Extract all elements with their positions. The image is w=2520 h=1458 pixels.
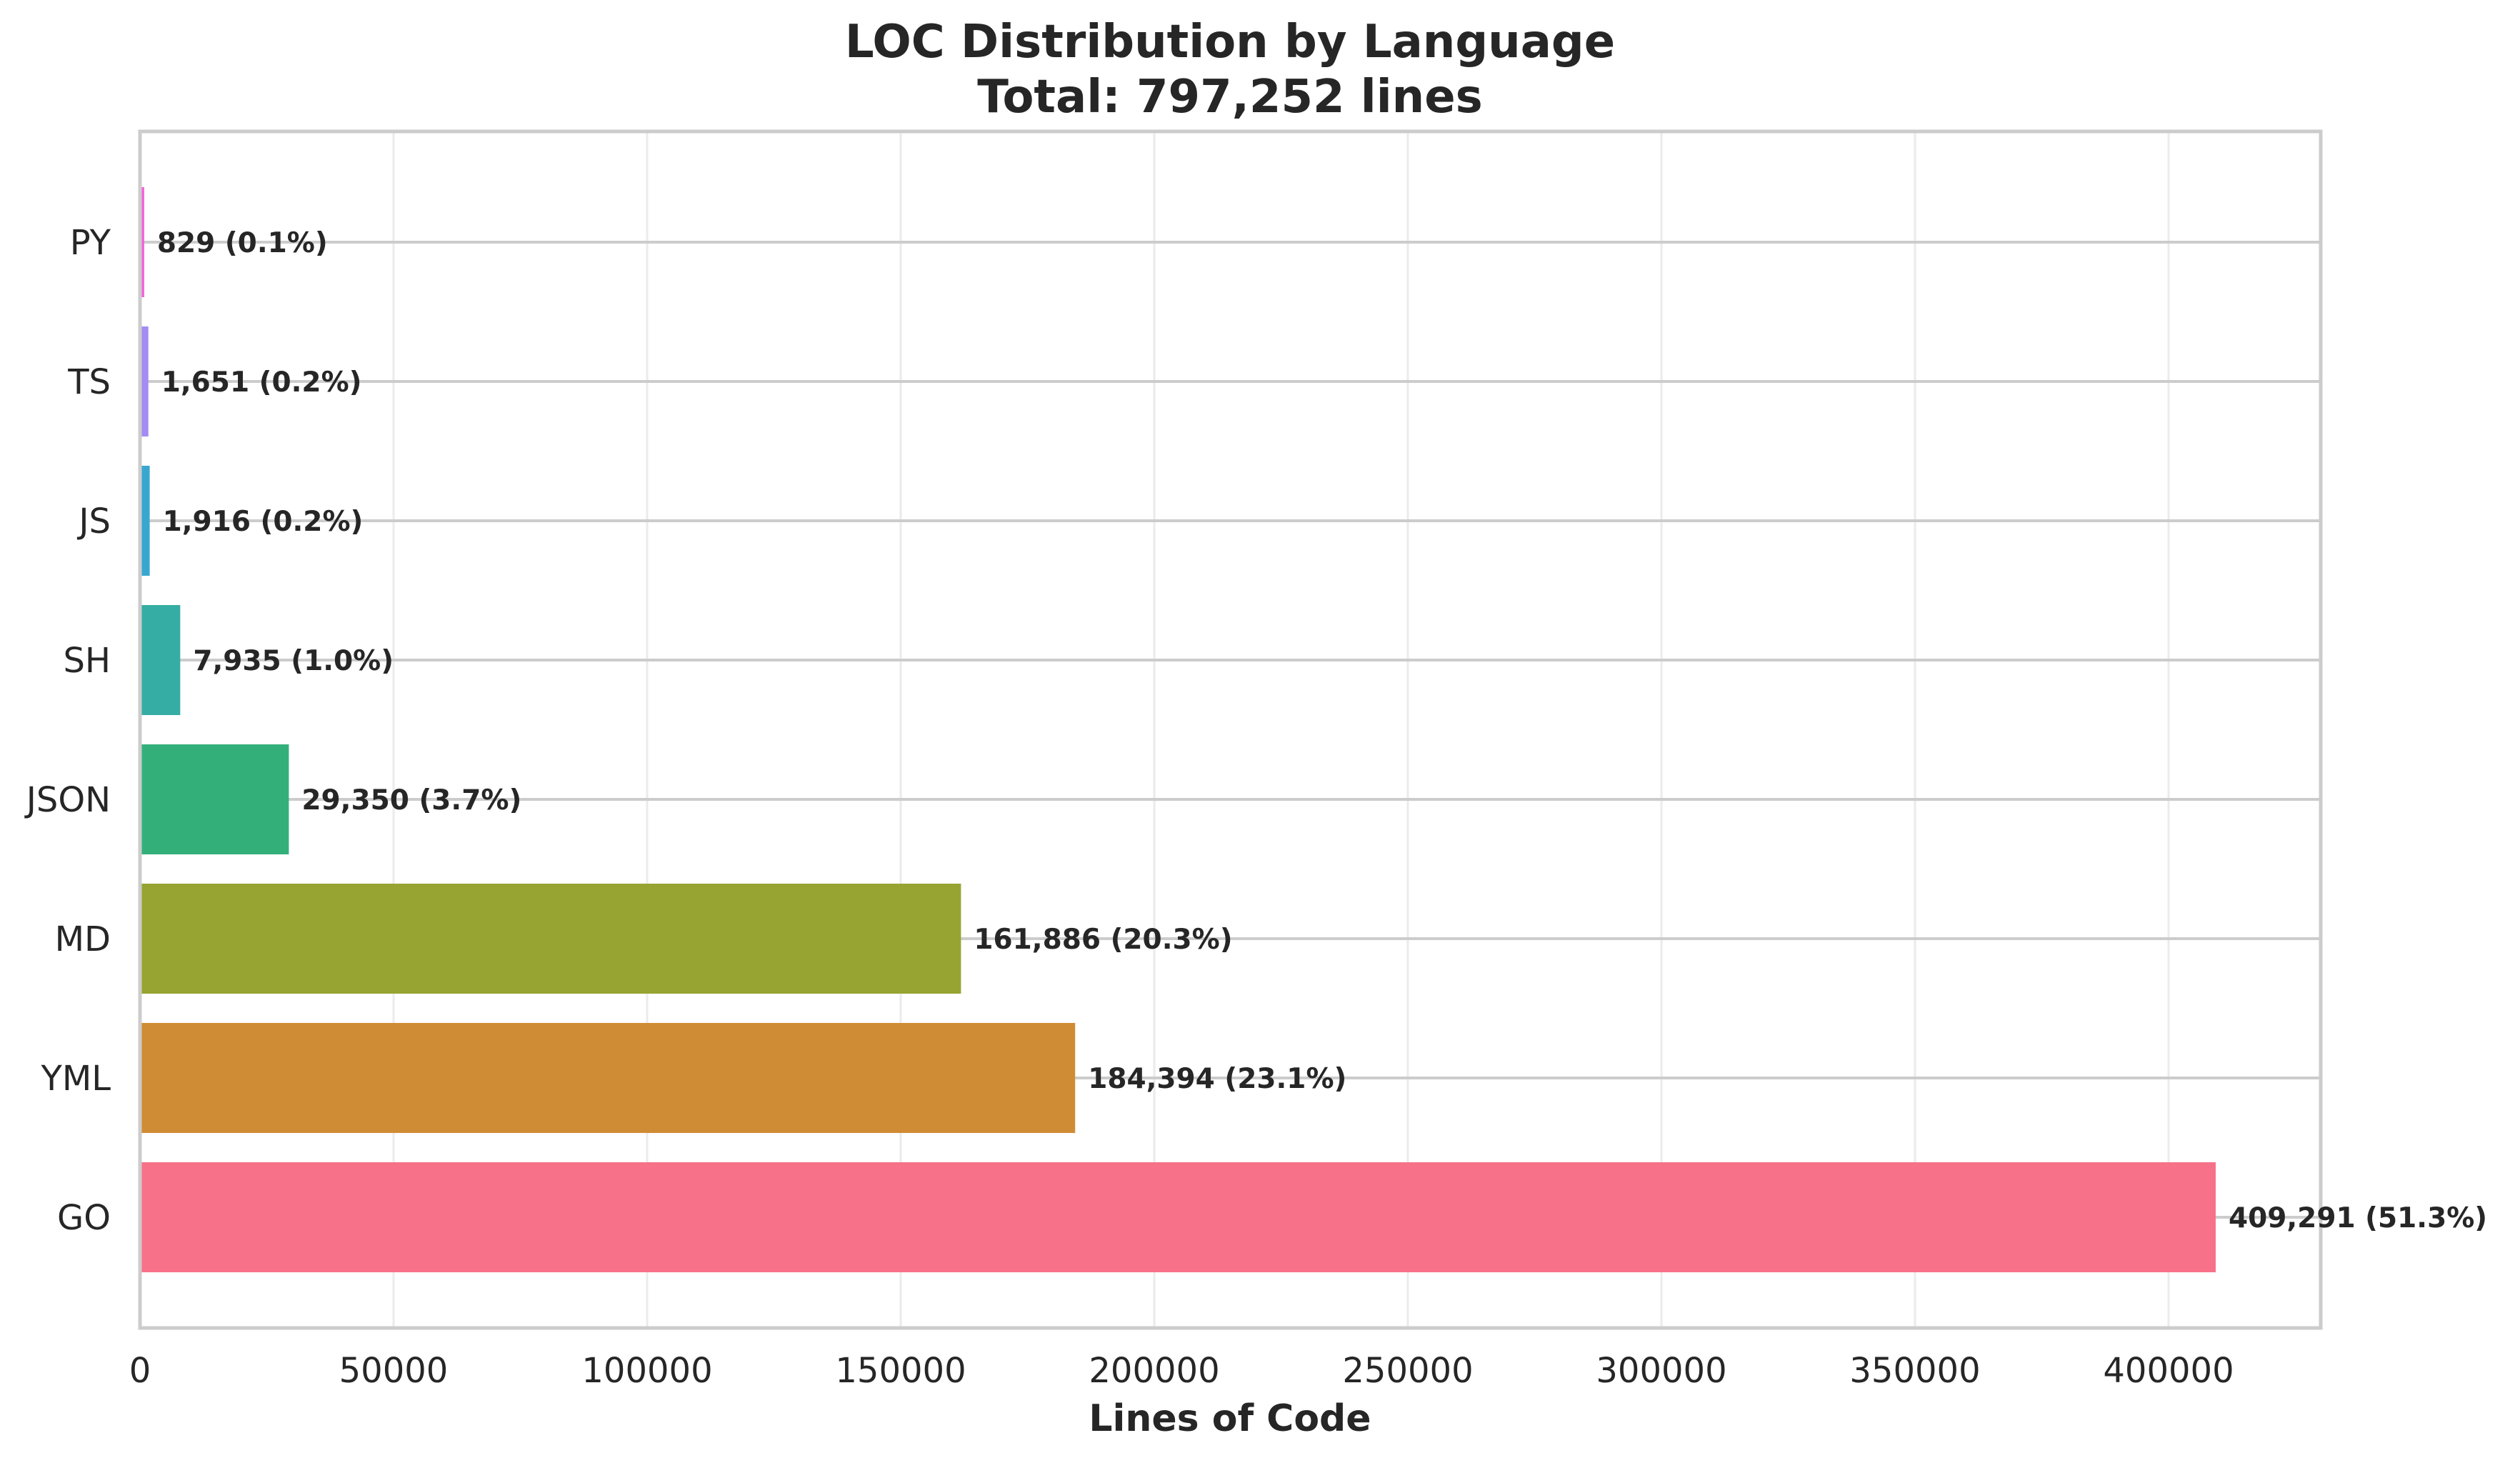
bar-value-label: 409,291 (51.3%) [2229, 1202, 2487, 1234]
x-tick-label: 200000 [1089, 1351, 1219, 1391]
x-tick-label: 100000 [581, 1351, 712, 1391]
bar-value-label: 7,935 (1.0%) [193, 645, 394, 677]
x-tick-label: 350000 [1849, 1351, 1980, 1391]
data-labels: 409,291 (51.3%) 184,394 (23.1%) 161,886 (2… [157, 227, 2487, 1234]
y-tick-label: GO [57, 1198, 111, 1238]
y-tick-label: JS [76, 501, 111, 541]
bar-md [140, 884, 961, 994]
bar-value-label: 161,886 (20.3%) [974, 924, 1232, 956]
bar-yml [140, 1023, 1076, 1133]
x-tick-label: 150000 [835, 1351, 966, 1391]
y-tick-labels: GO YML MD JSON SH JS TS PY [24, 223, 111, 1238]
chart-title: LOC Distribution by Language [845, 16, 1615, 69]
chart-subtitle: Total: 797,252 lines [977, 71, 1482, 124]
x-tick-labels: 0 50000 100000 150000 200000 250000 300000 3500… [129, 1351, 2234, 1391]
bar-js [140, 466, 150, 576]
bar-value-label: 1,916 (0.2%) [163, 506, 364, 538]
bar-value-label: 829 (0.1%) [157, 227, 328, 259]
bar-py [140, 187, 144, 297]
bar-go [140, 1162, 2216, 1272]
x-tick-label: 50000 [339, 1351, 449, 1391]
y-tick-label: SH [63, 641, 111, 681]
x-tick-label: 400000 [2103, 1351, 2234, 1391]
bar-ts [140, 326, 149, 436]
bar-value-label: 1,651 (0.2%) [161, 366, 362, 399]
x-tick-label: 0 [129, 1351, 151, 1391]
bar-json [140, 744, 289, 854]
plot-frame [138, 129, 2323, 1330]
bar-value-label: 29,350 (3.7%) [301, 784, 521, 817]
y-tick-label: YML [41, 1059, 111, 1099]
bar-sh [140, 605, 181, 715]
x-axis-label: Lines of Code [1089, 1397, 1371, 1440]
y-tick-label: JSON [24, 780, 111, 820]
bars [140, 187, 2216, 1272]
y-tick-label: TS [67, 362, 111, 402]
y-tick-label: MD [55, 919, 111, 959]
grid-lines [139, 131, 2170, 1328]
x-tick-label: 250000 [1342, 1351, 1473, 1391]
x-tick-label: 300000 [1596, 1351, 1726, 1391]
y-tick-label: PY [70, 223, 111, 263]
bar-value-label: 184,394 (23.1%) [1088, 1063, 1346, 1095]
